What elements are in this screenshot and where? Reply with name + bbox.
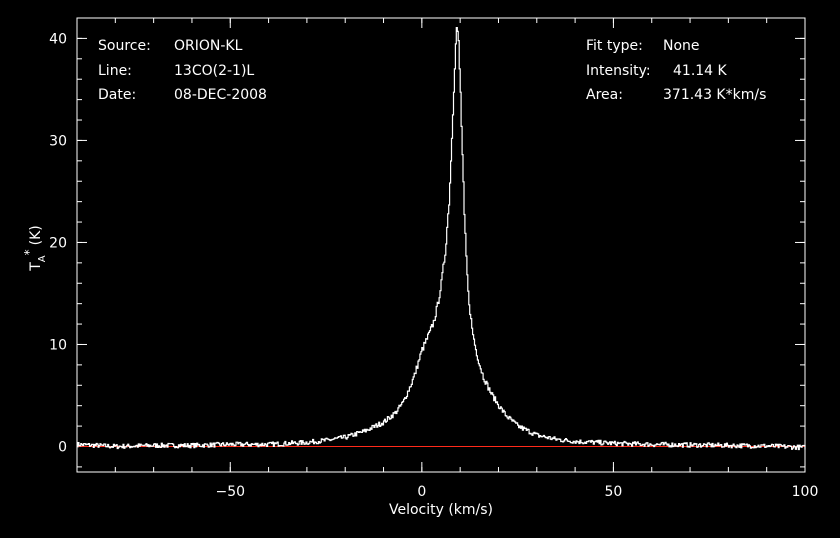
plot-frame (76, 17, 806, 473)
y-axis-title: TA* (K) (22, 225, 48, 272)
y-axis-title-main: T (28, 262, 44, 272)
y-axis-title-sup: * (22, 249, 36, 255)
area-key: Area: (586, 87, 623, 103)
x-axis-title: Velocity (km/s) (389, 502, 493, 518)
fit-type-key: Fit type: (586, 38, 643, 54)
y-tick-label: 20 (49, 235, 67, 251)
line-value: 13CO(2-1)L (174, 63, 254, 79)
spectrum-line (77, 27, 806, 451)
y-tick-label: 0 (58, 439, 67, 455)
area-value: 371.43 K*km/s (663, 87, 766, 103)
date-key: Date: (98, 87, 136, 103)
x-tick-label: 100 (792, 484, 819, 500)
date-value: 08-DEC-2008 (174, 87, 267, 103)
fit-type-value: None (663, 38, 700, 54)
x-tick-label: 50 (605, 484, 623, 500)
x-tick-label: 0 (417, 484, 426, 500)
y-tick-label: 40 (49, 31, 67, 47)
y-axis-title-sub: A (37, 255, 48, 262)
y-tick-label: 30 (49, 133, 67, 149)
intensity-value: 41.14 K (673, 63, 728, 79)
tick-labels: −50 0 50 100 0 10 20 30 40 (49, 31, 818, 500)
source-key: Source: (98, 38, 151, 54)
source-value: ORION-KL (174, 38, 243, 54)
line-key: Line: (98, 63, 132, 79)
y-axis-title-unit: (K) (28, 225, 44, 245)
y-tick-label: 10 (49, 337, 67, 353)
x-tick-label: −50 (215, 484, 245, 500)
intensity-key: Intensity: (586, 63, 651, 79)
